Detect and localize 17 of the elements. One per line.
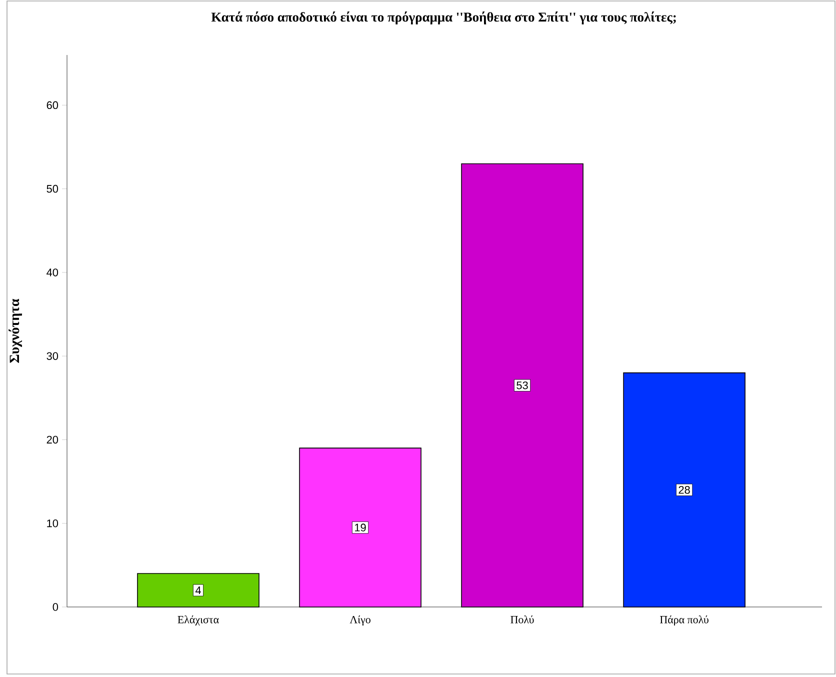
- x-tick-label: Λίγο: [350, 616, 370, 626]
- data-label: 19: [354, 524, 366, 532]
- y-tick-label: 0: [52, 603, 58, 611]
- y-tick-label: 10: [47, 519, 58, 528]
- y-tick-label: 40: [46, 268, 58, 276]
- data-label: 53: [516, 381, 528, 390]
- y-tick-label: 20: [46, 436, 58, 444]
- chart-title: Κατά πόσο αποδοτικό είναι το πρόγραμμα ''Βοήθεια στο Σπίτι'' για τους πολίτες;: [211, 12, 676, 24]
- x-tick-label: Πάρα πολύ: [660, 616, 708, 626]
- data-label: 4: [195, 586, 201, 594]
- y-tick-label: 30: [46, 352, 58, 360]
- y-tick-label: 50: [46, 184, 58, 193]
- x-tick-label: Ελάχιστα: [178, 616, 219, 626]
- y-axis-title: Συχνότητα: [8, 298, 22, 363]
- y-tick-label: 60: [46, 101, 58, 110]
- data-label: 28: [678, 486, 690, 494]
- x-tick-label: Πολύ: [510, 616, 534, 624]
